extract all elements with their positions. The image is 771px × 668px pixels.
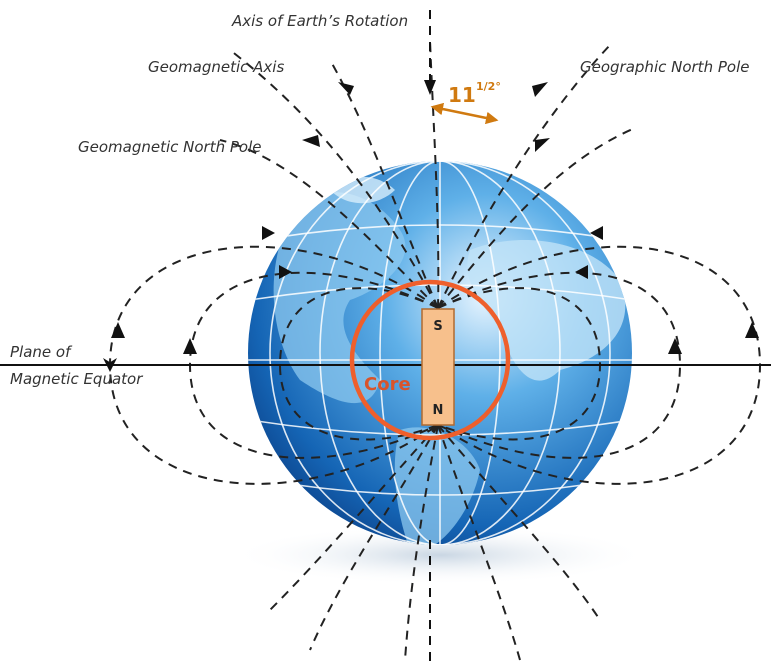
label: Axis of Earth’s Rotation [231, 12, 408, 30]
magnet-n: N [433, 403, 444, 418]
angle-label: 11 [448, 83, 476, 107]
core-circle [349, 279, 511, 441]
label: Geomagnetic Axis [148, 58, 284, 76]
globe-grid [248, 161, 632, 545]
magnet-s: S [433, 319, 442, 334]
label: Plane of [10, 343, 73, 361]
angle-fraction: 1/2° [476, 80, 501, 93]
field-lines [103, 39, 762, 661]
label: Geomagnetic North Pole [78, 138, 262, 156]
label: Geographic North Pole [580, 58, 749, 76]
field-arrows [111, 80, 759, 354]
bar-magnet [421, 308, 455, 426]
core-label: Core [364, 374, 411, 395]
shadow [230, 525, 650, 585]
label: Magnetic Equator [10, 370, 143, 388]
angle-arrow [430, 102, 499, 125]
